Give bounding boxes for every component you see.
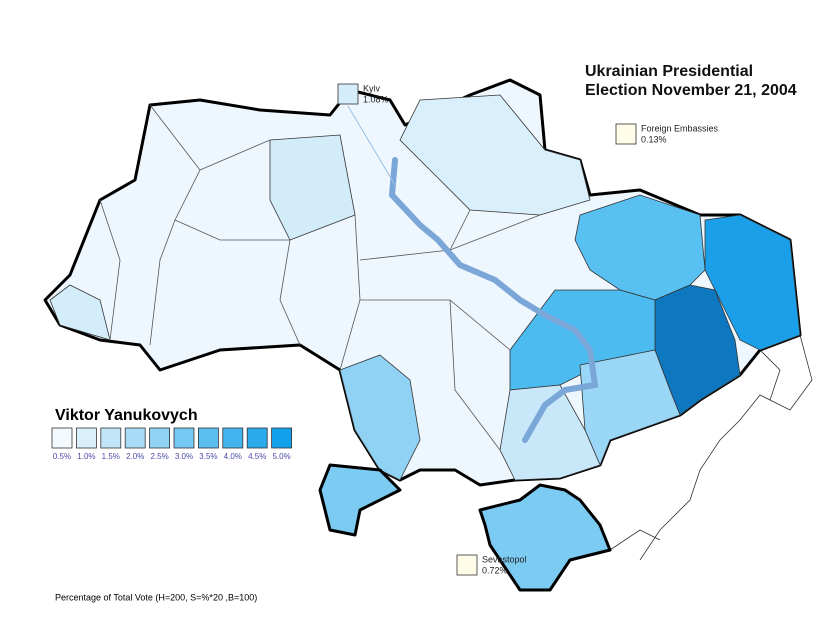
legend-label: 2.5% [150, 452, 168, 461]
legend: 0.5% 1.0% 1.5% 2.0% 2.5% 3.0% 3.5% 4.0% 4.5% 5.0% [51, 427, 293, 461]
legend-swatch [246, 427, 268, 449]
legend-label: 5.0% [272, 452, 290, 461]
callout-box [337, 83, 359, 105]
footnote: Percentage of Total Vote (H=200, S=%*20 … [55, 592, 257, 602]
crimea [478, 483, 612, 592]
legend-swatch [222, 427, 244, 449]
callout-name: Sevastopol [482, 554, 527, 564]
callout-name: Foreign Embassies [641, 123, 719, 133]
title-line: Election November 21, 2004 [585, 82, 797, 99]
legend-swatch [51, 427, 73, 449]
legend-title: Viktor Yanukovych [55, 407, 198, 424]
callout-value: 0.13% [641, 134, 667, 144]
callout-box [456, 554, 478, 576]
callout-value: 1.08% [363, 94, 389, 104]
legend-label: 3.5% [199, 452, 217, 461]
legend-label: 2.0% [126, 452, 144, 461]
legend-label: 3.0% [175, 452, 193, 461]
legend-label: 4.5% [248, 452, 266, 461]
title-line: Ukrainian Presidential [585, 63, 753, 80]
legend-label: 1.0% [77, 452, 95, 461]
legend-swatch [271, 427, 293, 449]
coast-islet [318, 463, 402, 537]
kyiv-leader [347, 105, 396, 186]
callout-box [615, 123, 637, 145]
legend-label: 4.0% [224, 452, 242, 461]
neighbor-borders [609, 334, 813, 561]
legend-swatch [197, 427, 219, 449]
legend-swatch [76, 427, 97, 449]
regions [49, 94, 801, 481]
legend-label: 0.5% [53, 452, 71, 461]
legend-swatch [124, 427, 146, 449]
dnipro-river [388, 157, 599, 443]
legend-swatch [149, 427, 171, 449]
callout-name: Kyiv [363, 83, 381, 93]
callout-value: 0.72% [482, 565, 508, 575]
legend-label: 1.5% [102, 452, 120, 461]
legend-swatch [100, 427, 122, 449]
legend-swatch [173, 427, 195, 449]
